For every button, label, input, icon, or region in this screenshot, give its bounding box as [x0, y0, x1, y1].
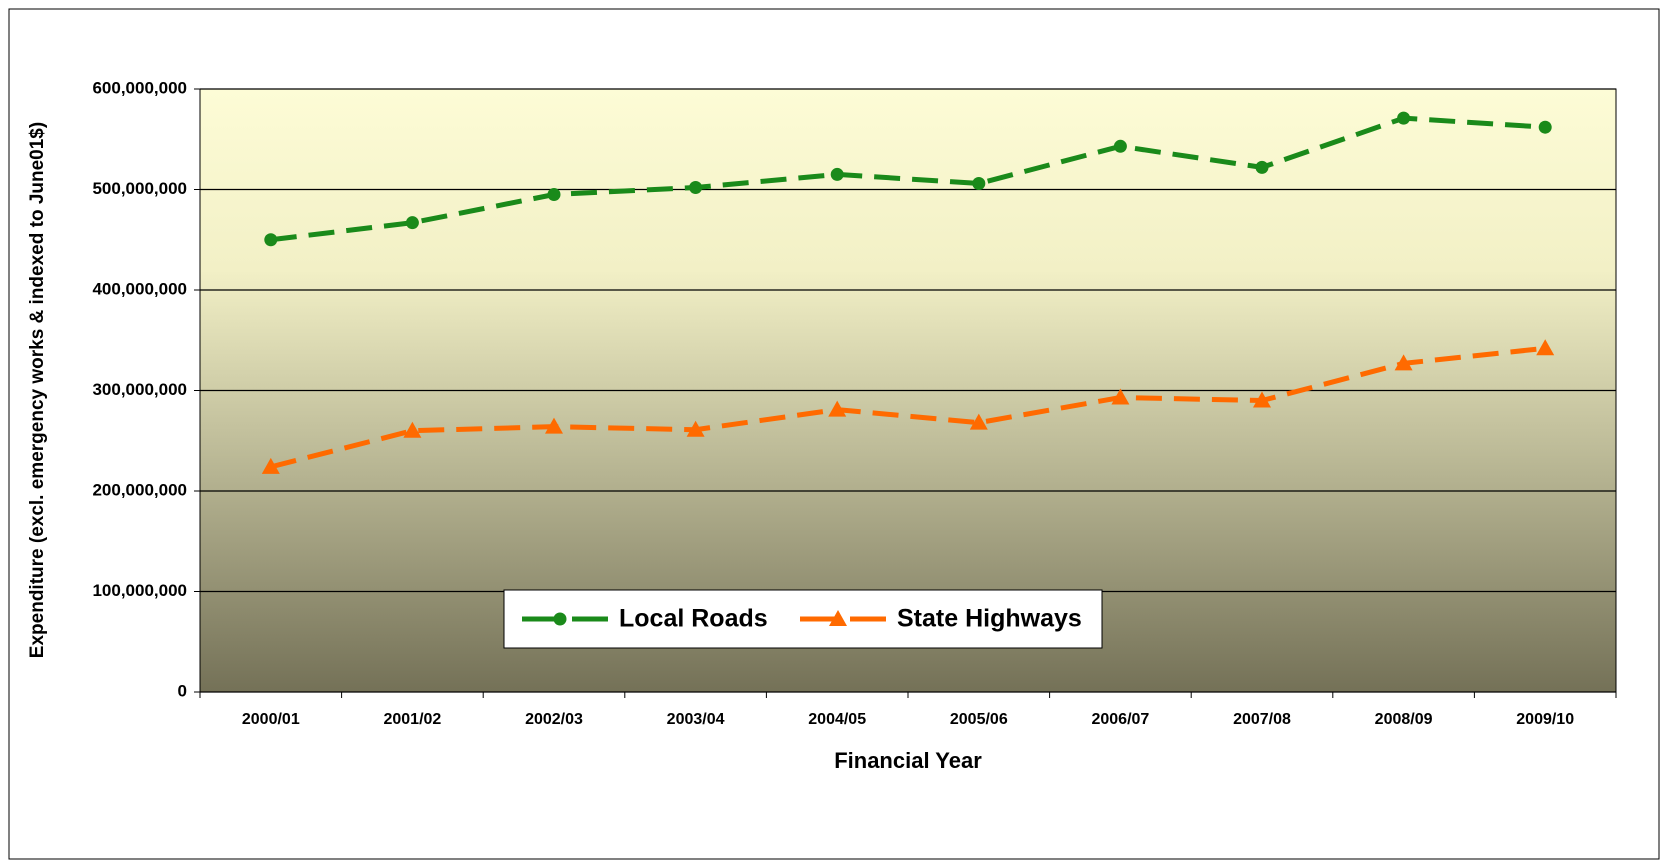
series-marker: [1536, 339, 1555, 356]
x-axis-title: Financial Year: [834, 748, 982, 773]
x-tick-label: 2003/04: [667, 711, 725, 728]
series-line: [270, 345, 1546, 470]
series-marker: [545, 417, 563, 434]
y-tick-label: 400,000,000: [92, 279, 187, 298]
x-tick-label: 2001/02: [383, 711, 441, 728]
series-marker: [403, 421, 422, 438]
series-marker: [972, 176, 986, 190]
series-marker: [405, 216, 419, 230]
series-marker: [686, 420, 705, 437]
series-line: [270, 115, 1546, 243]
x-tick-label: 2009/10: [1516, 711, 1574, 728]
x-tick-label: 2004/05: [808, 711, 866, 728]
series-marker: [264, 233, 278, 247]
x-tick-label: 2005/06: [950, 711, 1008, 728]
series-marker: [689, 180, 703, 194]
y-tick-label: 500,000,000: [92, 179, 187, 198]
x-tick-label: 2000/01: [242, 711, 300, 728]
legend-label: Local Roads: [619, 605, 768, 633]
legend-marker: [553, 612, 567, 626]
series-marker: [1255, 160, 1269, 174]
series-marker: [828, 400, 847, 417]
series-marker: [1538, 120, 1552, 134]
legend-label: State Highways: [897, 605, 1082, 633]
x-tick-label: 2002/03: [525, 711, 583, 728]
legend-marker: [829, 610, 847, 626]
x-tick-label: 2008/09: [1375, 711, 1433, 728]
series-marker: [261, 457, 280, 474]
y-tick-label: 0: [178, 681, 187, 700]
series-marker: [1397, 111, 1411, 125]
y-tick-label: 300,000,000: [92, 380, 187, 399]
series-marker: [1394, 354, 1413, 371]
y-tick-label: 600,000,000: [92, 78, 187, 97]
series-marker: [969, 413, 988, 430]
y-axis-title: Expenditure (excl. emergency works & ind…: [27, 122, 48, 658]
x-tick-label: 2006/07: [1091, 711, 1149, 728]
series-marker: [1253, 391, 1271, 408]
series-marker: [830, 167, 844, 181]
series-marker: [1113, 139, 1127, 153]
x-tick-label: 2007/08: [1233, 711, 1291, 728]
y-tick-label: 200,000,000: [92, 480, 187, 499]
series-marker: [1111, 388, 1130, 405]
y-tick-label: 100,000,000: [92, 581, 187, 600]
series-marker: [547, 188, 561, 202]
